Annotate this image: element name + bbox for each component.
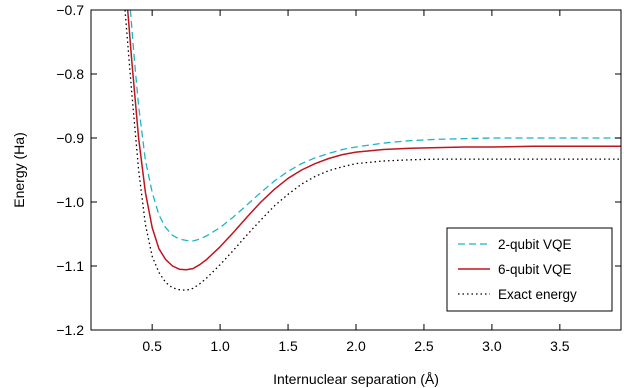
- series-line-2: [126, 10, 621, 271]
- legend-label: 2-qubit VQE: [498, 237, 572, 252]
- series-line-1: [129, 10, 621, 242]
- y-tick-label: −0.7: [56, 2, 84, 18]
- x-axis-label: Internuclear separation (Å): [273, 371, 439, 387]
- x-tick-label: 3.5: [550, 338, 570, 354]
- y-axis-label: Energy (Ha): [11, 132, 27, 207]
- legend: 2-qubit VQE 6-qubit VQE Exact energy: [446, 227, 613, 312]
- ticks-layer: [91, 9, 621, 331]
- x-tick-label: 1.0: [210, 338, 230, 354]
- series-layer: [124, 10, 621, 291]
- legend-label: 6-qubit VQE: [498, 262, 572, 277]
- tick-labels-layer: 0.5 1.0 1.5 2.0 2.5 3.0 3.5 −1.2 −1.1 −1.0 −0.9 −0.…: [56, 2, 569, 354]
- y-tick-label: −1.2: [56, 322, 84, 338]
- y-tick-label: −1.1: [56, 258, 84, 274]
- legend-label: Exact energy: [498, 287, 577, 302]
- x-tick-label: 3.0: [482, 338, 502, 354]
- x-tick-label: 0.5: [142, 338, 162, 354]
- x-tick-label: 1.5: [278, 338, 298, 354]
- x-tick-label: 2.5: [414, 338, 434, 354]
- y-tick-label: −0.9: [56, 130, 84, 146]
- x-tick-label: 2.0: [346, 338, 366, 354]
- legend-items: 2-qubit VQE 6-qubit VQE Exact energy: [458, 237, 577, 302]
- y-tick-label: −1.0: [56, 194, 84, 210]
- y-tick-label: −0.8: [56, 66, 84, 82]
